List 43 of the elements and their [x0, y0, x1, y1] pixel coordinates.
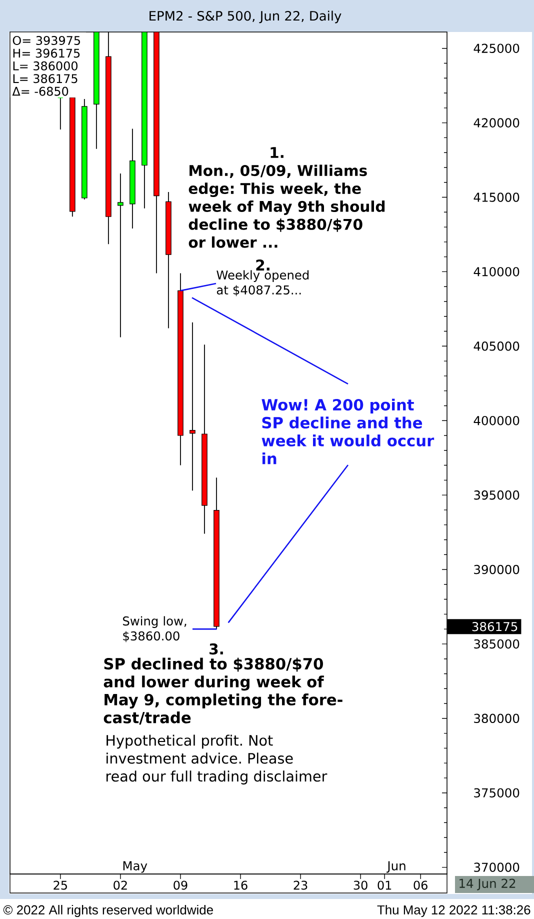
- annotation: Mon., 05/09, Williams edge: This week, the week of May 9th should decline to $3880/$70 or lower ...: [188, 164, 385, 248]
- x-tick-label: 16: [234, 880, 248, 890]
- y-tick-label: 415000: [474, 192, 520, 202]
- x-tick-label: 02: [114, 880, 127, 890]
- annotation: O= 393975: [12, 36, 80, 46]
- candlestick: [190, 322, 196, 492]
- y-tick-label: 375000: [474, 788, 520, 798]
- y-tick-label: 370000: [474, 862, 520, 872]
- annotation: SP declined to $3880/$70 and lower during week of May 9, completing the fore-cast/trade: [104, 658, 342, 725]
- annotation: Weekly opened at $4087.25...: [216, 270, 309, 296]
- y-tick-label: 405000: [474, 342, 520, 351]
- annotation: Δ= -6850: [12, 86, 68, 96]
- annotation: L= 386000: [13, 61, 78, 70]
- annotation: 2.: [256, 260, 270, 270]
- annotation: May: [123, 861, 148, 873]
- text: Thu May 12 2022 11:38:26: [377, 904, 530, 918]
- annotation: 1.: [270, 147, 284, 158]
- text: 14 Jun 22: [460, 878, 516, 890]
- annotation: Wow! A 200 point SP decline and the week it would occur in: [262, 398, 434, 464]
- candlestick: [118, 172, 124, 338]
- y-tick-label: 425000: [474, 44, 520, 53]
- x-tick-label: 09: [174, 880, 188, 890]
- x-tick-label: 23: [294, 880, 308, 890]
- y-tick-label: 385000: [474, 639, 520, 649]
- x-tick-label: 01: [378, 880, 392, 890]
- y-tick-label: 410000: [474, 267, 520, 276]
- annotation: Jun: [386, 861, 406, 873]
- annotation: L= 386175: [13, 74, 78, 84]
- y-tick-label: 380000: [474, 714, 520, 724]
- y-tick-label: 390000: [474, 564, 520, 574]
- ref-line-label: Swing low, $3860.00: [123, 616, 186, 642]
- text: 386175: [472, 622, 518, 632]
- chart-title: EPM2 - S&P 500, Jun 22, Daily: [150, 10, 342, 24]
- x-tick-label: 30: [354, 880, 368, 890]
- annotation: 3.: [210, 643, 223, 655]
- y-tick-label: 395000: [474, 490, 520, 500]
- y-tick-label: 400000: [474, 416, 520, 426]
- annotation: Hypothetical profit. Not investment advice. Please read our full trading disclaimer: [106, 734, 328, 784]
- x-tick-label: 25: [54, 880, 67, 890]
- text: © 2022 All rights reserved worldwide: [3, 904, 213, 918]
- x-tick-label: 06: [414, 880, 428, 890]
- y-tick-label: 420000: [474, 118, 520, 128]
- annotation: H= 396175: [13, 48, 80, 58]
